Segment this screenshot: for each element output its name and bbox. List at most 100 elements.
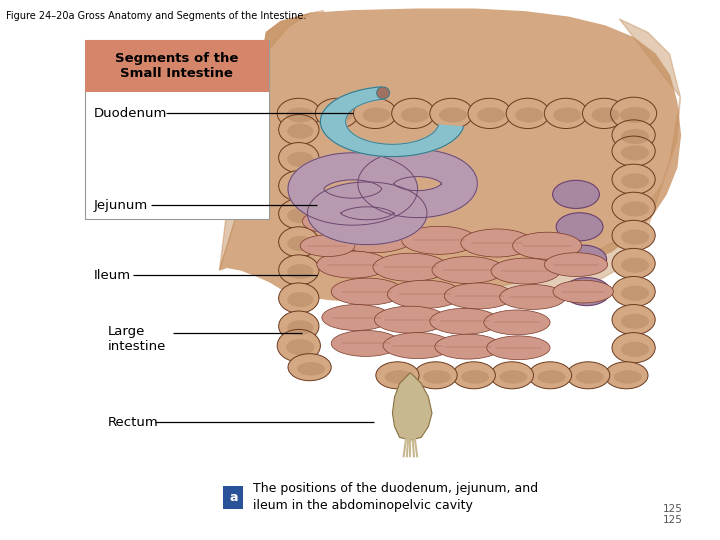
- Ellipse shape: [317, 251, 389, 278]
- Ellipse shape: [287, 124, 313, 139]
- Ellipse shape: [288, 354, 331, 381]
- Ellipse shape: [324, 107, 353, 123]
- Ellipse shape: [612, 333, 655, 363]
- Ellipse shape: [560, 245, 606, 273]
- Ellipse shape: [612, 276, 655, 307]
- Text: Figure 24–20a Gross Anatomy and Segments of the Intestine.: Figure 24–20a Gross Anatomy and Segments…: [6, 11, 306, 21]
- Ellipse shape: [279, 199, 319, 229]
- Text: Jejunum: Jejunum: [94, 199, 148, 212]
- Ellipse shape: [277, 98, 320, 129]
- Ellipse shape: [491, 258, 560, 284]
- Ellipse shape: [605, 362, 648, 389]
- Text: Segments of the
Small Intestine: Segments of the Small Intestine: [115, 52, 238, 80]
- Ellipse shape: [621, 258, 649, 273]
- Ellipse shape: [438, 107, 467, 123]
- Ellipse shape: [612, 120, 655, 150]
- Ellipse shape: [484, 310, 550, 335]
- Ellipse shape: [277, 329, 320, 362]
- Ellipse shape: [564, 278, 611, 306]
- Ellipse shape: [354, 98, 397, 129]
- Ellipse shape: [621, 314, 649, 329]
- Ellipse shape: [461, 229, 533, 257]
- Ellipse shape: [621, 173, 649, 188]
- Ellipse shape: [287, 320, 313, 335]
- Ellipse shape: [400, 107, 429, 123]
- Ellipse shape: [287, 208, 313, 223]
- Polygon shape: [358, 150, 477, 218]
- Ellipse shape: [468, 98, 511, 129]
- Ellipse shape: [612, 136, 655, 166]
- Ellipse shape: [279, 114, 319, 145]
- Ellipse shape: [287, 180, 313, 195]
- Ellipse shape: [553, 180, 600, 208]
- Ellipse shape: [435, 334, 501, 359]
- Ellipse shape: [528, 362, 572, 389]
- Bar: [85, 40, 269, 219]
- Ellipse shape: [516, 107, 544, 123]
- Polygon shape: [220, 9, 680, 301]
- Ellipse shape: [302, 210, 360, 233]
- Ellipse shape: [331, 330, 400, 356]
- Ellipse shape: [612, 220, 655, 251]
- Ellipse shape: [279, 171, 319, 201]
- Ellipse shape: [554, 107, 582, 123]
- Ellipse shape: [567, 362, 610, 389]
- Ellipse shape: [287, 107, 315, 123]
- Ellipse shape: [377, 87, 390, 99]
- Ellipse shape: [612, 164, 655, 194]
- Ellipse shape: [621, 342, 649, 357]
- Polygon shape: [490, 19, 680, 294]
- Ellipse shape: [621, 201, 649, 217]
- Ellipse shape: [452, 362, 495, 389]
- Text: Duodenum: Duodenum: [94, 107, 167, 120]
- Ellipse shape: [430, 98, 473, 129]
- Ellipse shape: [287, 264, 313, 279]
- Ellipse shape: [499, 370, 527, 383]
- Ellipse shape: [335, 222, 414, 253]
- Text: Ileum: Ileum: [94, 269, 131, 282]
- Text: Large
intestine: Large intestine: [108, 325, 166, 353]
- Ellipse shape: [490, 362, 534, 389]
- Polygon shape: [320, 87, 464, 157]
- Ellipse shape: [423, 370, 451, 383]
- Ellipse shape: [620, 107, 650, 123]
- Polygon shape: [392, 373, 432, 440]
- Ellipse shape: [402, 226, 477, 254]
- Ellipse shape: [279, 255, 319, 285]
- Ellipse shape: [582, 98, 626, 129]
- Ellipse shape: [621, 129, 649, 144]
- Ellipse shape: [414, 362, 457, 389]
- Polygon shape: [307, 182, 427, 245]
- Ellipse shape: [374, 306, 446, 333]
- Text: a: a: [229, 491, 238, 504]
- Ellipse shape: [621, 230, 649, 245]
- Ellipse shape: [430, 308, 499, 334]
- Ellipse shape: [612, 192, 655, 222]
- Ellipse shape: [392, 98, 435, 129]
- Ellipse shape: [621, 286, 649, 301]
- Bar: [223, 486, 243, 509]
- Ellipse shape: [592, 107, 619, 123]
- Ellipse shape: [279, 283, 319, 313]
- Ellipse shape: [614, 370, 642, 383]
- Ellipse shape: [383, 333, 452, 359]
- Ellipse shape: [553, 280, 613, 303]
- Ellipse shape: [362, 107, 391, 123]
- Ellipse shape: [611, 97, 657, 130]
- Ellipse shape: [477, 107, 505, 123]
- Ellipse shape: [297, 362, 325, 376]
- Ellipse shape: [544, 253, 608, 276]
- Ellipse shape: [544, 98, 588, 129]
- Bar: [85, 40, 269, 92]
- Ellipse shape: [387, 280, 462, 308]
- Ellipse shape: [322, 305, 391, 330]
- Ellipse shape: [300, 235, 355, 256]
- Ellipse shape: [385, 370, 413, 383]
- Ellipse shape: [444, 283, 513, 309]
- Ellipse shape: [279, 143, 319, 173]
- Text: 125
125: 125 125: [663, 504, 683, 525]
- Ellipse shape: [287, 236, 313, 251]
- Ellipse shape: [287, 152, 313, 167]
- Text: Rectum: Rectum: [108, 416, 158, 429]
- Ellipse shape: [331, 278, 403, 305]
